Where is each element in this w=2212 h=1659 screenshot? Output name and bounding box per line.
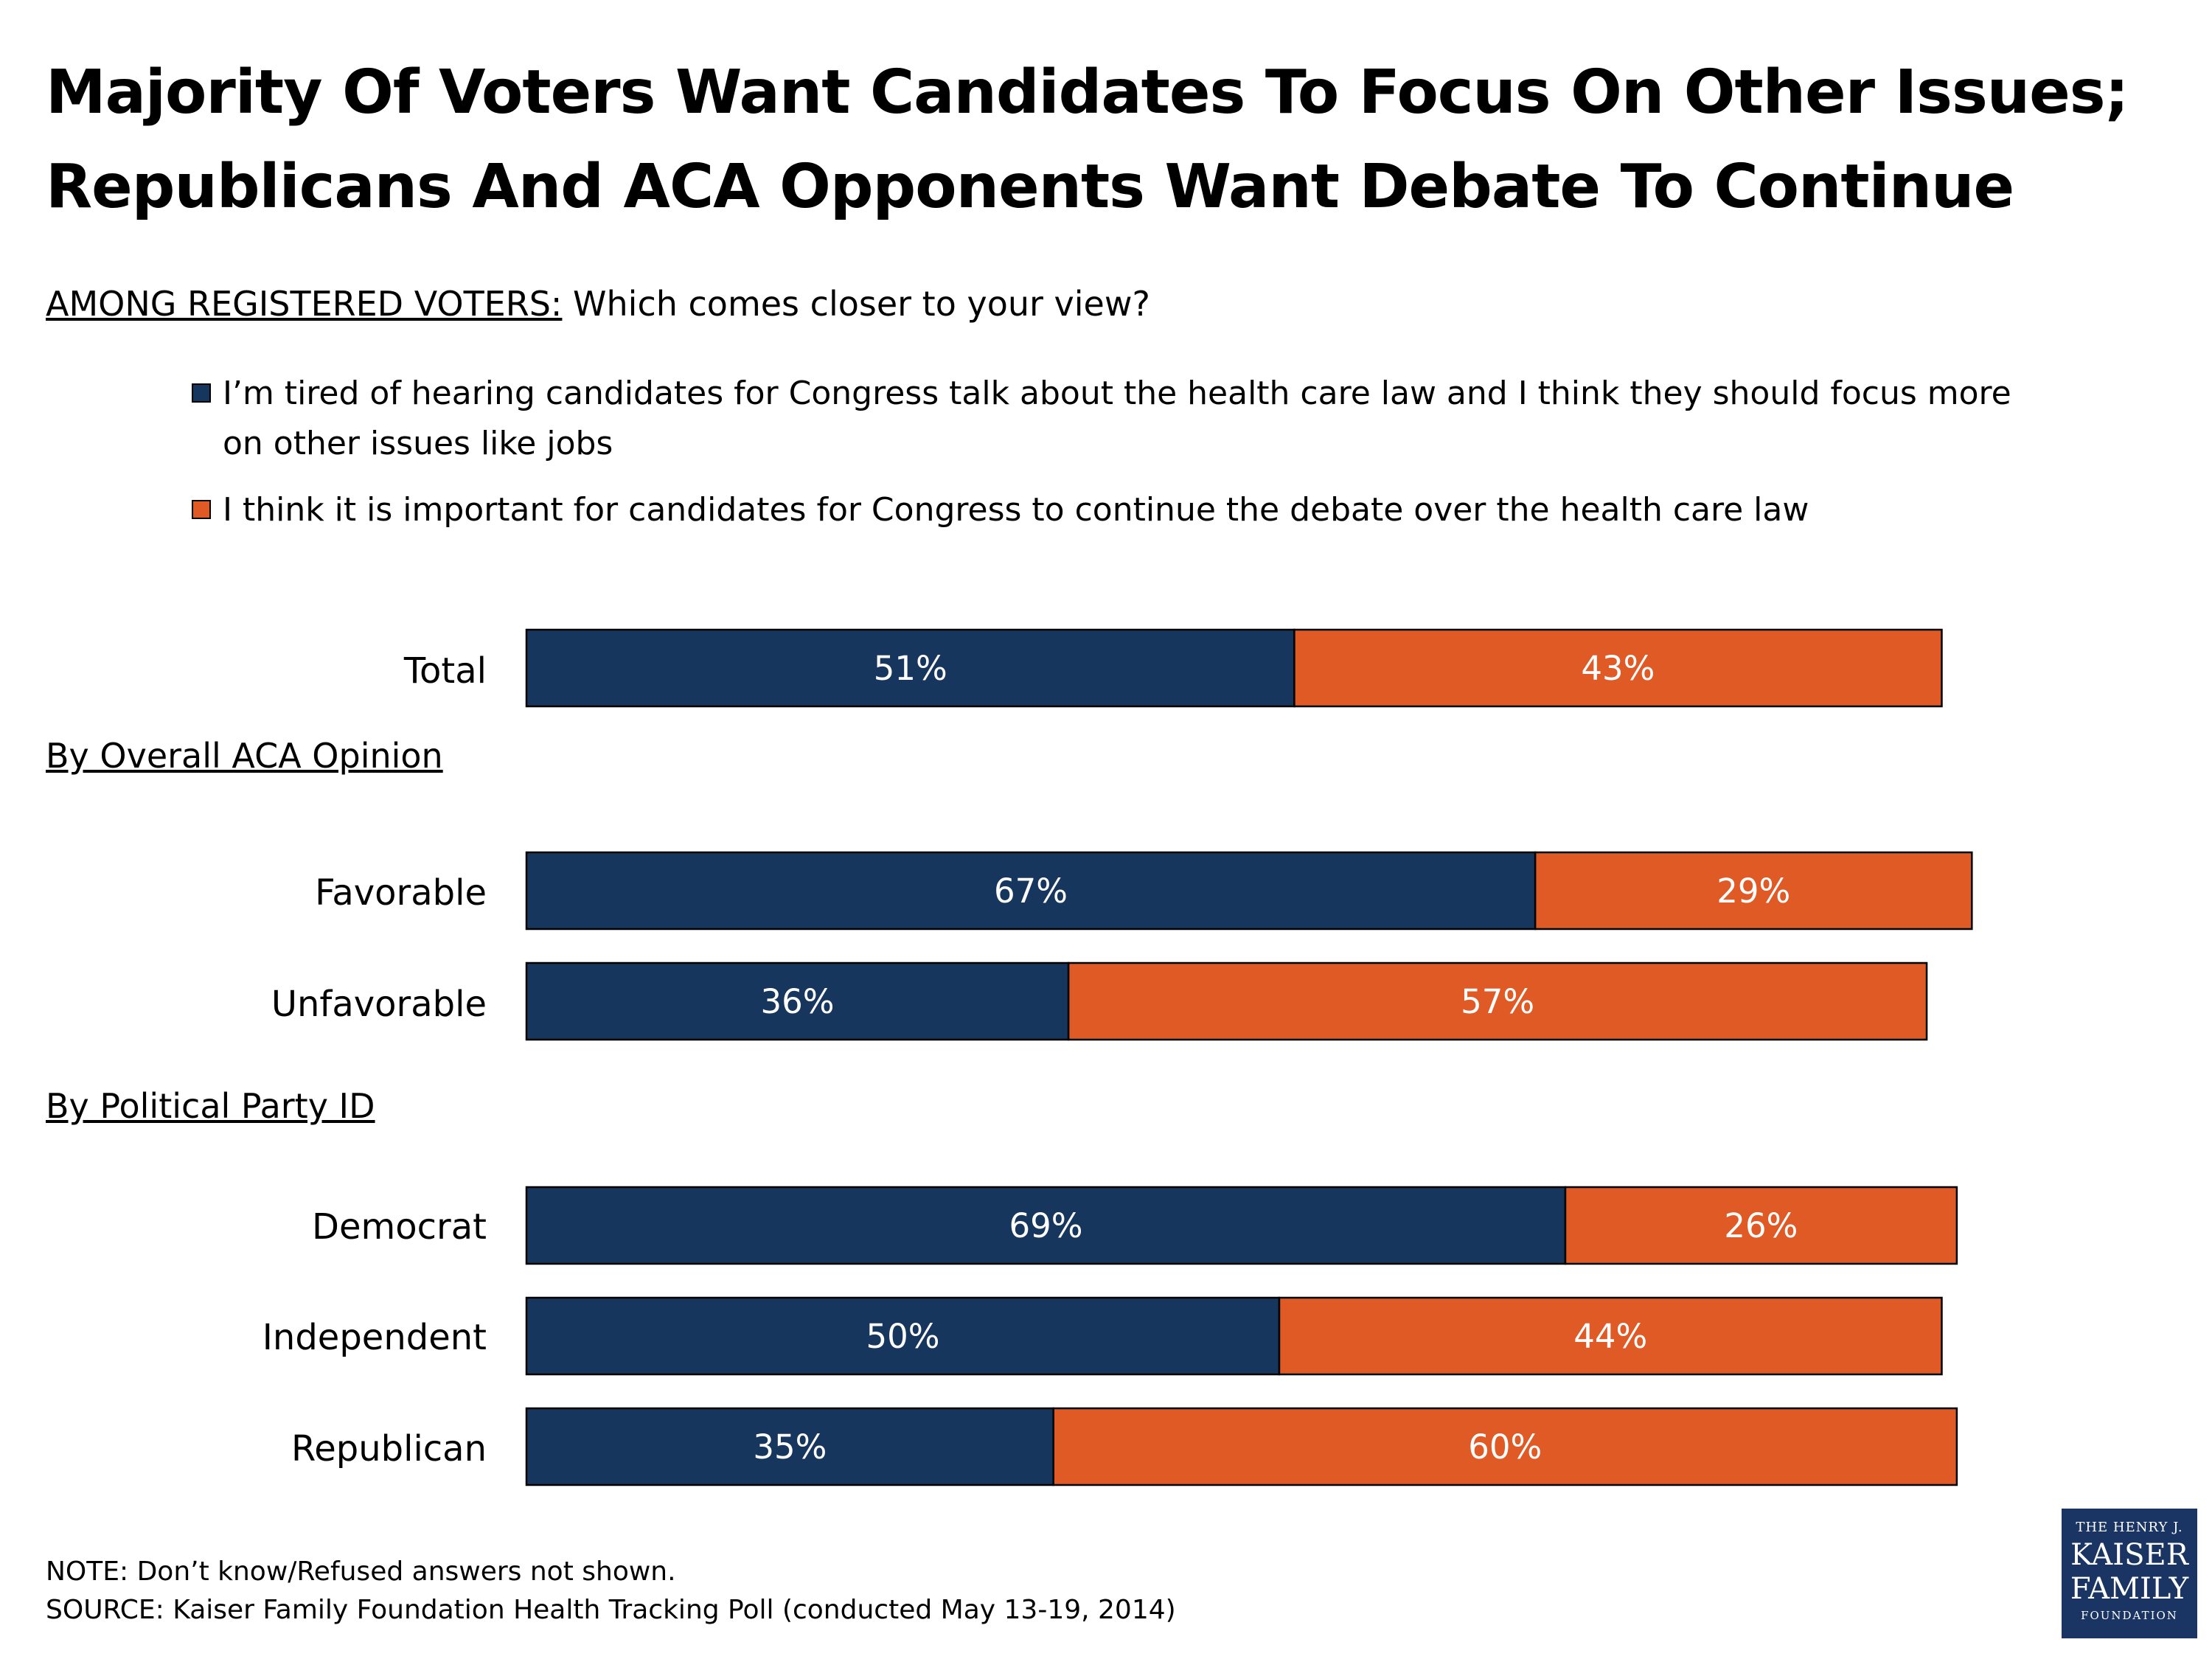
legend-swatch-series1 (192, 383, 211, 403)
category-label-republican: Republican (291, 1428, 487, 1470)
data-label-unfavorable-series1: 36% (761, 982, 835, 1021)
kff-logo: THE HENRY J. KAISER FAMILY FOUNDATION (2062, 1509, 2197, 1638)
bar-favorable-series2 (1534, 851, 1973, 931)
chart-title: Majority Of Voters Want Candidates To Fo… (46, 46, 2169, 234)
logo-line-2: KAISER (2070, 1538, 2188, 1572)
data-label-democrat-series1: 69% (1009, 1206, 1082, 1245)
category-label-unfavorable: Unfavorable (271, 984, 487, 1025)
category-label-independent: Independent (262, 1317, 487, 1358)
source-text: SOURCE: Kaiser Family Foundation Health … (46, 1595, 1176, 1625)
legend-item-continue-debate: I think it is important for candidates f… (192, 485, 2050, 535)
logo-line-3: FAMILY (2070, 1572, 2189, 1606)
data-label-favorable-series2: 29% (1717, 872, 1790, 911)
data-label-independent-series2: 44% (1573, 1317, 1647, 1356)
bar-independent-series2 (1278, 1296, 1943, 1376)
bar-total-series2 (1293, 628, 1943, 708)
data-label-total-series2: 43% (1581, 649, 1655, 688)
legend: I’m tired of hearing candidates for Cong… (192, 369, 2050, 535)
section-label-aca-opinion: By Overall ACA Opinion (46, 736, 443, 776)
data-label-democrat-series2: 26% (1724, 1206, 1798, 1245)
bar-republican-series2 (1052, 1407, 1958, 1486)
title-line-2: Republicans And ACA Opponents Want Debat… (46, 152, 2014, 222)
subtitle-prefix: AMONG REGISTERED VOTERS: (46, 284, 563, 324)
logo-line-1: THE HENRY J. (2076, 1520, 2183, 1535)
data-label-republican-series1: 35% (753, 1427, 827, 1467)
title-line-1: Majority Of Voters Want Candidates To Fo… (46, 58, 2129, 128)
bar-total-series1 (525, 628, 1295, 708)
legend-item-focus-other-issues: I’m tired of hearing candidates for Cong… (192, 369, 2050, 469)
legend-label-series1: I’m tired of hearing candidates for Cong… (223, 375, 2011, 462)
bar-favorable-series1 (525, 851, 1537, 931)
category-label-favorable: Favorable (315, 872, 487, 914)
note-text: NOTE: Don’t know/Refused answers not sho… (46, 1557, 676, 1587)
data-label-favorable-series1: 67% (994, 872, 1068, 911)
bar-democrat-series2 (1564, 1186, 1958, 1265)
data-label-unfavorable-series2: 57% (1461, 982, 1534, 1021)
category-label-total: Total (403, 650, 487, 692)
data-label-republican-series2: 60% (1468, 1427, 1542, 1467)
data-label-total-series1: 51% (874, 649, 947, 688)
legend-label-series2: I think it is important for candidates f… (223, 491, 1809, 529)
subtitle-question: Which comes closer to your view? (573, 284, 1150, 324)
legend-swatch-series2 (192, 500, 211, 519)
category-label-democrat: Democrat (312, 1206, 487, 1248)
chart-subtitle: AMONG REGISTERED VOTERS: Which comes clo… (46, 282, 1150, 326)
logo-line-4: FOUNDATION (2081, 1609, 2178, 1622)
section-label-party-id: By Political Party ID (46, 1086, 375, 1126)
bar-democrat-series1 (525, 1186, 1567, 1265)
data-label-independent-series1: 50% (866, 1317, 939, 1356)
bar-unfavorable-series2 (1067, 961, 1928, 1041)
